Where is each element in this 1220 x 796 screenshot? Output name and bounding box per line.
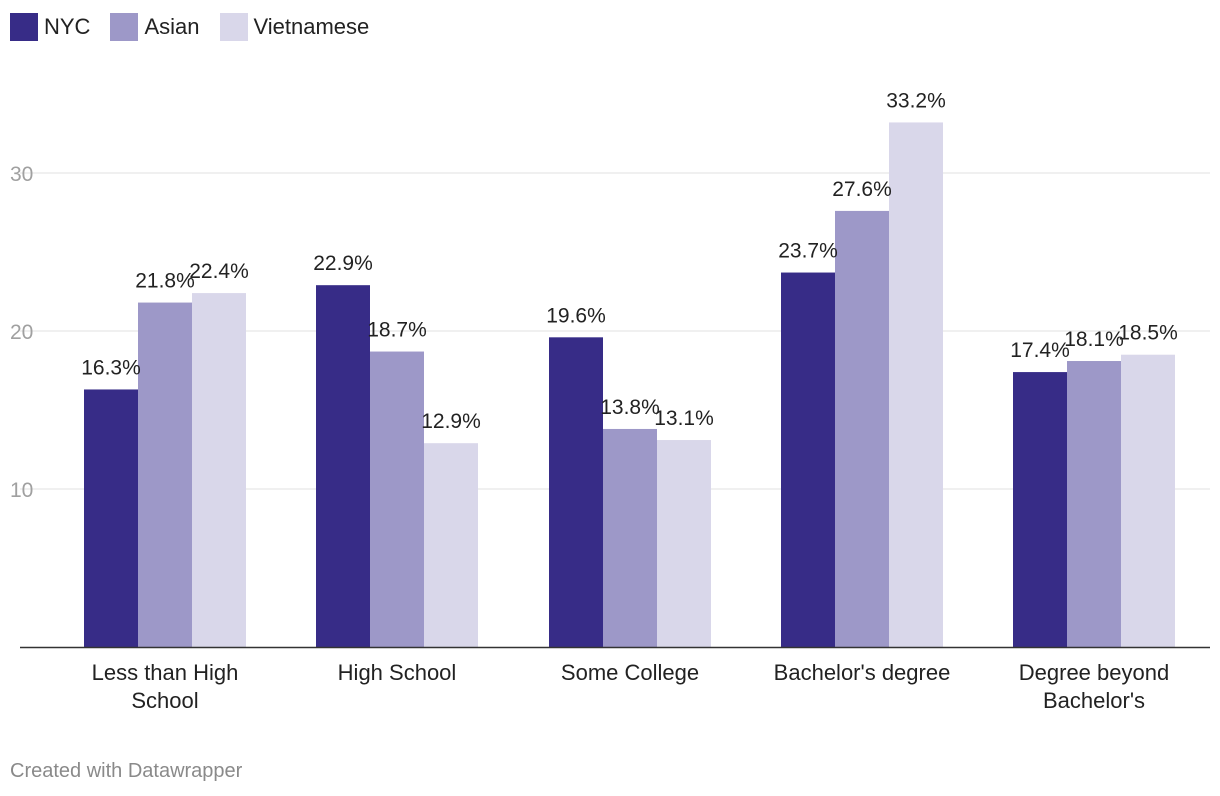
data-label: 17.4% bbox=[1010, 339, 1070, 362]
legend-item-nyc: NYC bbox=[10, 13, 90, 41]
bar bbox=[316, 285, 370, 647]
bar bbox=[1121, 354, 1175, 647]
y-tick-label: 30 bbox=[10, 163, 33, 186]
data-label: 13.1% bbox=[654, 407, 714, 430]
bar bbox=[603, 428, 657, 647]
bar bbox=[138, 302, 192, 647]
legend-label-nyc: NYC bbox=[44, 14, 91, 39]
bar bbox=[549, 337, 603, 647]
legend-item-asian: Asian bbox=[110, 13, 200, 41]
y-tick-label: 20 bbox=[10, 321, 33, 344]
bar-chart: 10 20 30 16.3% 22.9% 19.6% 23.7% 17.4% 21.8% 18.7… bbox=[10, 89, 1210, 713]
legend-label-vietnamese: Vietnamese bbox=[253, 14, 370, 39]
data-label: 19.6% bbox=[546, 304, 606, 327]
bar bbox=[781, 272, 835, 647]
bar bbox=[84, 389, 138, 647]
data-label: 23.7% bbox=[778, 240, 838, 263]
bar bbox=[1013, 372, 1067, 647]
bar bbox=[192, 293, 246, 647]
bar bbox=[424, 443, 478, 647]
data-label: 27.6% bbox=[832, 178, 892, 201]
data-label: 12.9% bbox=[421, 410, 481, 433]
legend-item-vietnamese: Vietnamese bbox=[219, 13, 370, 41]
legend-swatch-nyc bbox=[10, 13, 38, 41]
data-label: 16.3% bbox=[81, 356, 141, 379]
data-label: 18.1% bbox=[1064, 328, 1124, 351]
legend-swatch-vietnamese bbox=[219, 13, 248, 41]
data-label: 18.5% bbox=[1118, 322, 1178, 345]
bar bbox=[657, 440, 711, 647]
data-label: 22.4% bbox=[189, 260, 249, 283]
legend: NYC Asian Vietnamese bbox=[10, 13, 389, 41]
x-tick-label: Some College bbox=[561, 660, 699, 685]
data-label: 18.7% bbox=[367, 319, 427, 342]
data-label: 33.2% bbox=[886, 89, 946, 112]
x-tick-label: Bachelor's degree bbox=[774, 660, 951, 685]
x-tick-label: High School bbox=[338, 660, 457, 685]
x-tick-label: Less than High bbox=[92, 660, 239, 685]
y-tick-label: 10 bbox=[10, 479, 33, 502]
x-tick-label: School bbox=[131, 688, 198, 713]
data-label: 13.8% bbox=[600, 396, 660, 419]
bar bbox=[370, 351, 424, 647]
legend-label-asian: Asian bbox=[144, 14, 200, 39]
bar bbox=[1067, 361, 1121, 647]
data-label: 22.9% bbox=[313, 252, 373, 275]
data-label: 21.8% bbox=[135, 270, 195, 293]
legend-swatch-asian bbox=[110, 13, 139, 41]
footer-credit: Created with Datawrapper bbox=[10, 760, 243, 782]
bar bbox=[835, 210, 889, 648]
x-tick-label: Bachelor's bbox=[1043, 688, 1145, 713]
x-tick-label: Degree beyond bbox=[1019, 660, 1169, 685]
bar bbox=[889, 122, 943, 647]
